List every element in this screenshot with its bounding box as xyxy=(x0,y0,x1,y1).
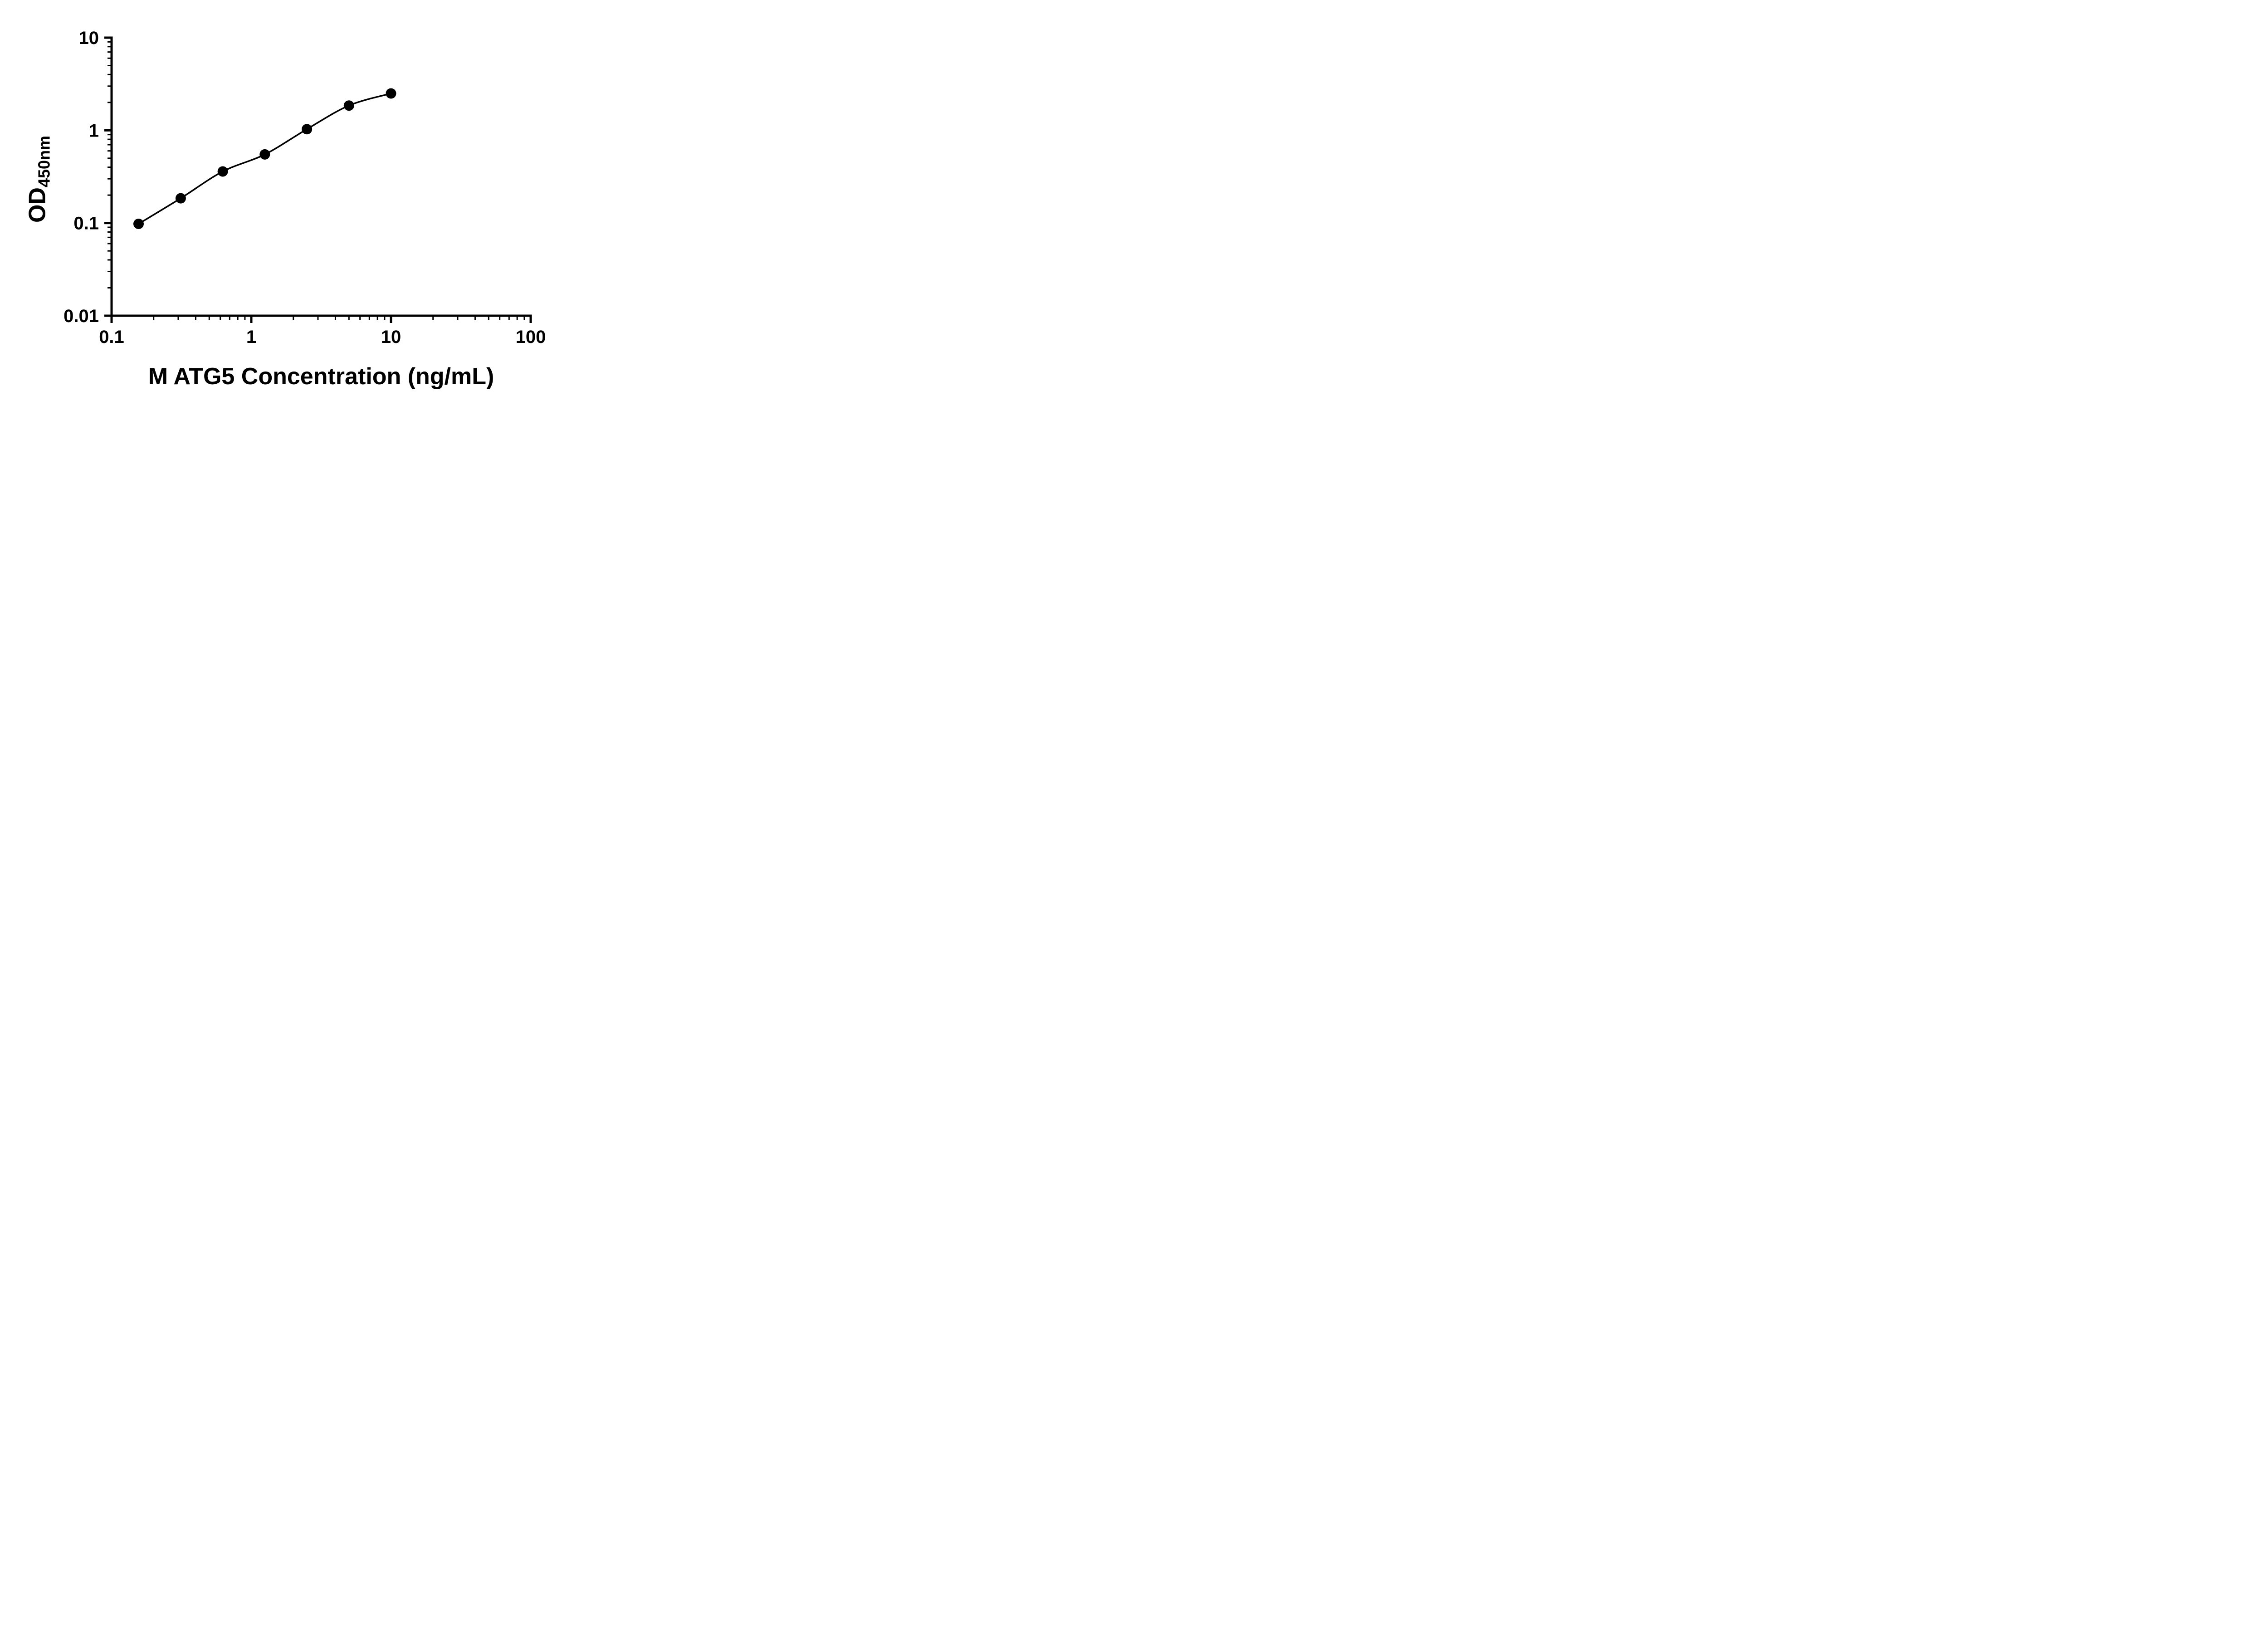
data-points xyxy=(133,88,396,229)
y-tick-label: 1 xyxy=(89,121,99,141)
data-point xyxy=(302,124,313,135)
y-tick-label: 0.01 xyxy=(64,306,99,326)
y-axis-label: OD450nm xyxy=(23,40,54,318)
axis-ticks xyxy=(104,36,532,323)
data-point xyxy=(386,88,396,99)
x-tick-label: 10 xyxy=(381,327,401,347)
y-axis-label-main: OD xyxy=(24,187,51,223)
y-tick-labels: 0.01 0.1 1 10 xyxy=(64,28,99,326)
elisa-standard-curve-figure: 0.1 1 10 100 0.01 0.1 1 10 OD450nm M ATG5 Conce… xyxy=(0,0,583,408)
data-point xyxy=(175,193,186,204)
x-tick-label: 1 xyxy=(246,327,256,347)
x-tick-label: 0.1 xyxy=(99,327,124,347)
x-tick-labels: 0.1 1 10 100 xyxy=(99,327,546,347)
y-tick-label: 10 xyxy=(79,28,99,48)
data-point xyxy=(343,100,354,111)
y-axis-label-subscript: 450nm xyxy=(34,135,54,188)
x-tick-label: 100 xyxy=(516,327,546,347)
x-axis-label: M ATG5 Concentration (ng/mL) xyxy=(148,363,494,390)
data-point xyxy=(259,149,270,160)
axis-spines xyxy=(110,36,532,317)
y-tick-label: 0.1 xyxy=(73,214,99,234)
data-point xyxy=(133,219,144,229)
data-point xyxy=(217,166,228,177)
